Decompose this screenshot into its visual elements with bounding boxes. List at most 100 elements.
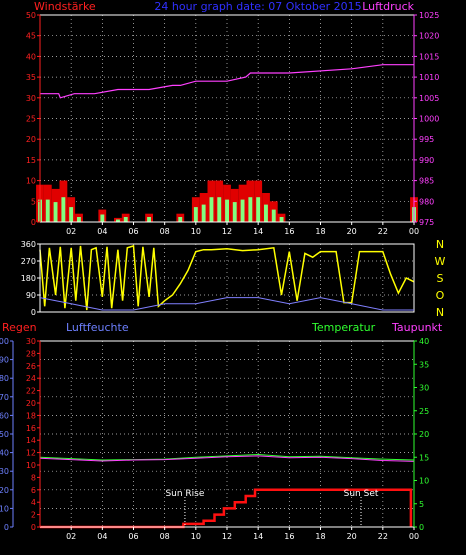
chart-title: 24 hour graph date: 07 Oktober 2015	[154, 0, 361, 13]
humidity-percent-tick-label: 10	[0, 504, 9, 513]
temperature-line	[39, 453, 415, 461]
pressure-tick-label: 1005	[419, 94, 439, 103]
wind-mean-bar	[217, 197, 222, 222]
x-tick-label: 10	[191, 532, 201, 541]
x-tick-label: 06	[128, 227, 138, 236]
rain-tick-label: 12	[26, 449, 36, 458]
wind-tick-label: 15	[26, 156, 36, 165]
x-tick-label: 08	[160, 532, 170, 541]
humidity-percent-tick-label: 70	[0, 393, 9, 402]
rain-line	[40, 488, 413, 529]
temperature-axis-label: Temperatur	[311, 321, 376, 334]
dewpoint-axis-label: Taupunkt	[391, 321, 443, 334]
x-tick-label: 10	[191, 227, 201, 236]
rain-tick-label: 28	[26, 349, 36, 358]
wind-pressure-panel: 0510152025303540455097598098599099510001…	[26, 11, 440, 236]
x-tick-label: 16	[284, 532, 294, 541]
pressure-tick-label: 1015	[419, 52, 439, 61]
x-tick-label: 14	[253, 532, 263, 541]
sun-annotation: Sun Rise	[165, 489, 204, 499]
temperature-tick-label: 30	[419, 384, 429, 393]
wind-mean-bar	[77, 217, 81, 222]
temperature-tick-label: 5	[419, 500, 424, 509]
rain-tick-label: 4	[31, 498, 36, 507]
wind-mean-bar	[147, 217, 151, 222]
wind-tick-label: 45	[26, 32, 36, 41]
x-tick-label: 00	[409, 532, 419, 541]
wind-mean-bar	[45, 199, 50, 222]
humidity-percent-tick-label: 40	[0, 449, 9, 458]
wind-mean-bar	[232, 202, 237, 222]
wind-tick-label: 30	[26, 94, 36, 103]
pressure-tick-label: 985	[419, 177, 434, 186]
rain-tick-label: 22	[26, 387, 36, 396]
wind-tick-label: 10	[26, 177, 36, 186]
rain-tick-label: 14	[26, 436, 36, 445]
wind-mean-bar	[256, 197, 261, 222]
rain-tick-label: 0	[31, 523, 36, 532]
compass-label: N	[436, 306, 444, 319]
x-tick-label: 18	[315, 532, 325, 541]
wind-tick-label: 35	[26, 73, 36, 82]
x-tick-label: 04	[97, 532, 107, 541]
wind-tick-label: 20	[26, 135, 36, 144]
rain-tick-label: 18	[26, 411, 36, 420]
wind-mean-bar	[225, 199, 229, 222]
wind-mean-bar	[279, 217, 284, 222]
x-tick-label: 06	[128, 532, 138, 541]
rain-tick-label: 8	[31, 473, 36, 482]
rain-tick-label: 6	[31, 486, 36, 495]
wind-mean-bar	[123, 217, 128, 222]
wind-tick-label: 40	[26, 52, 36, 61]
humidity-percent-tick-label: 90	[0, 356, 9, 365]
wind-mean-bar	[209, 197, 214, 222]
direction-tick-label: 90	[26, 291, 36, 300]
rain-tick-label: 10	[26, 461, 36, 470]
rain-tick-label: 16	[26, 424, 36, 433]
wind-mean-bar	[116, 219, 120, 222]
temperature-tick-label: 20	[419, 430, 429, 439]
x-tick-label: 18	[315, 227, 325, 236]
sun-annotation: Sun Set	[344, 489, 379, 499]
humidity-axis-label: Luftfeuchte	[66, 321, 129, 334]
wind-mean-bar	[61, 197, 66, 222]
pressure-tick-label: 980	[419, 197, 434, 206]
wind-mean-bar	[193, 207, 198, 222]
x-tick-label: 08	[160, 227, 170, 236]
pressure-tick-label: 975	[419, 218, 434, 227]
x-tick-label: 22	[378, 532, 388, 541]
wind-tick-label: 5	[31, 197, 36, 206]
wind-mean-bar	[100, 214, 105, 222]
pressure-axis-label: Luftdruck	[362, 0, 414, 13]
rain-tick-label: 20	[26, 399, 36, 408]
wind-axis-label: Windstärke	[34, 0, 96, 13]
x-tick-label: 04	[97, 227, 107, 236]
pressure-tick-label: 1025	[419, 11, 439, 20]
wind-mean-bar	[248, 197, 253, 222]
rain-axis-label: Regen	[2, 321, 37, 334]
dewpoint-line	[39, 455, 415, 462]
pressure-tick-label: 995	[419, 135, 434, 144]
rain-tick-label: 26	[26, 362, 36, 371]
humidity-percent-tick-label: 100	[0, 337, 9, 346]
x-tick-label: 20	[347, 227, 357, 236]
rain-tick-label: 30	[26, 337, 36, 346]
temperature-tick-label: 25	[419, 407, 429, 416]
compass-label: W	[435, 255, 446, 268]
x-tick-label: 12	[222, 532, 232, 541]
rain-tick-label: 24	[26, 374, 36, 383]
x-tick-label: 12	[222, 227, 232, 236]
compass-label: S	[437, 272, 444, 285]
x-tick-label: 02	[66, 532, 76, 541]
pressure-tick-label: 1010	[419, 73, 439, 82]
pressure-tick-label: 1020	[419, 32, 439, 41]
humidity-percent-tick-label: 50	[0, 430, 9, 439]
direction-tick-label: 270	[21, 257, 36, 266]
wind-mean-bar	[201, 204, 206, 222]
direction-tick-label: 180	[21, 274, 36, 283]
direction-tick-label: 0	[31, 308, 36, 317]
humidity-percent-tick-label: 0	[4, 523, 9, 532]
humidity-percent-tick-label: 20	[0, 486, 9, 495]
